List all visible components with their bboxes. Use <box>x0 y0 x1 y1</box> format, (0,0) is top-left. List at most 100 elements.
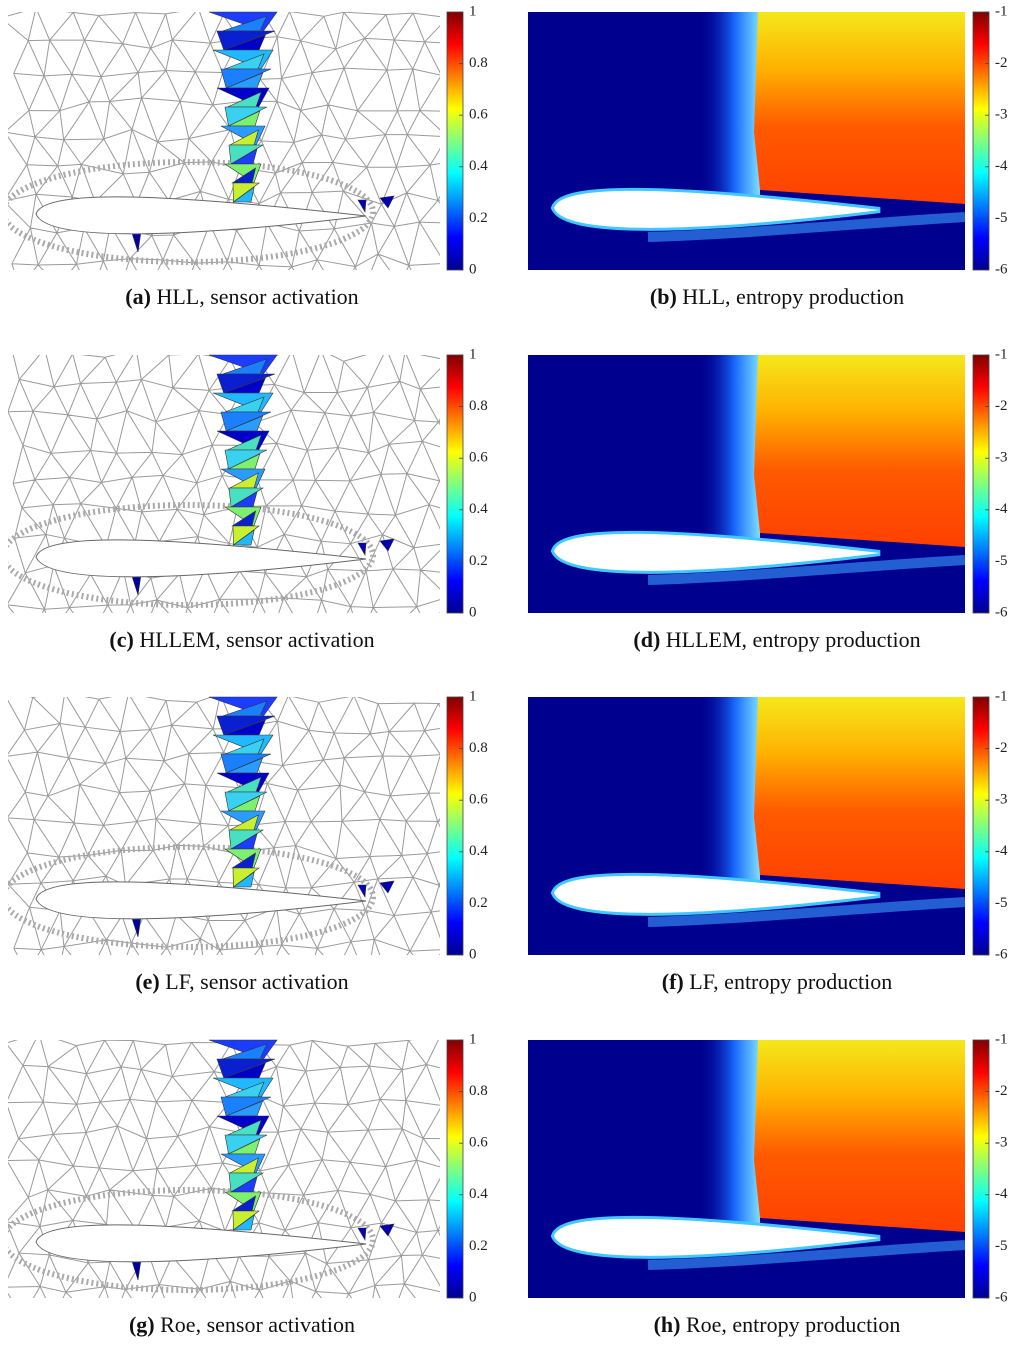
colorbar <box>973 697 989 955</box>
caption: (g) Roe, sensor activation <box>129 1312 355 1337</box>
colorbar-tick-label: 1 <box>469 3 477 19</box>
caption: (h) Roe, entropy production <box>654 1312 901 1337</box>
colorbar-tick-label: 0.2 <box>469 210 488 226</box>
colorbar-tick-label: -3 <box>995 450 1008 466</box>
hot-region <box>754 1040 965 1232</box>
colorbar-tick-label: 0.4 <box>469 501 488 517</box>
sensor-cell <box>380 539 394 551</box>
sensor-cell <box>358 1228 366 1240</box>
caption: (b) HLL, entropy production <box>650 284 904 309</box>
colorbar-tick-label: -2 <box>995 55 1008 71</box>
caption-text: Roe, entropy production <box>686 1312 900 1337</box>
caption-text: HLL, entropy production <box>682 284 904 309</box>
colorbar-tick-label: 0.6 <box>469 107 488 123</box>
colorbar-tick-label: 1 <box>469 1031 477 1047</box>
colorbar <box>447 1040 463 1298</box>
caption: (a) HLL, sensor activation <box>125 284 358 309</box>
shock-region <box>698 697 760 892</box>
caption: (e) LF, sensor activation <box>135 969 348 994</box>
colorbar-tick-label: 0.4 <box>469 843 488 859</box>
caption: (c) HLLEM, sensor activation <box>109 627 374 652</box>
colorbar-tick-label: -4 <box>995 158 1008 174</box>
colorbar-tick-label: -2 <box>995 398 1008 414</box>
airfoil <box>36 1225 366 1262</box>
caption-label: (d) <box>633 627 660 652</box>
colorbar-tick-label: 0.2 <box>469 895 488 911</box>
colorbar-tick-label: -2 <box>995 1083 1008 1099</box>
airfoil <box>36 197 366 234</box>
caption-label: (b) <box>650 284 677 309</box>
colorbar-tick-label: 0.8 <box>469 740 488 756</box>
caption-label: (f) <box>662 969 684 994</box>
caption-text: Roe, sensor activation <box>160 1312 355 1337</box>
colorbar-tick-label: -6 <box>995 1289 1008 1305</box>
colorbar-tick-label: -4 <box>995 1186 1008 1202</box>
panel: 00.20.40.60.81(c) HLLEM, sensor activati… <box>3 346 494 669</box>
panel: -6 -5 -4 -3 -2 -1 (h) Roe, entropy production <box>528 1031 1008 1337</box>
colorbar-tick-label: 0.6 <box>469 1135 488 1151</box>
colorbar-tick-label: -5 <box>995 1238 1008 1254</box>
colorbar <box>447 355 463 613</box>
sensor-cell <box>380 881 394 893</box>
colorbar-tick-label: -1 <box>995 1031 1008 1047</box>
sensor-cell <box>358 543 366 555</box>
colorbar-tick-label: 0 <box>469 946 477 962</box>
caption-label: (h) <box>654 1312 681 1337</box>
caption-label: (a) <box>125 284 151 309</box>
sensor-cell <box>358 200 366 212</box>
colorbar-tick-label: -3 <box>995 1135 1008 1151</box>
panel: 0 0.2 0.4 0.6 0.8 1 (g) Roe, sensor activation <box>3 1031 496 1347</box>
panel: -6-5-4-3-2-1(b) HLL, entropy production <box>528 3 1008 309</box>
colorbar-tick-label: 0.8 <box>469 398 488 414</box>
colorbar-tick-label: -1 <box>995 688 1008 704</box>
colorbar-tick-label: -2 <box>995 740 1008 756</box>
colorbar <box>973 12 989 270</box>
panel: -6-5-4-3-2-1(d) HLLEM, entropy productio… <box>528 346 1008 652</box>
hot-region <box>754 12 965 204</box>
colorbar-tick-label: 1 <box>469 688 477 704</box>
colorbar-tick-label: 0.2 <box>469 1238 488 1254</box>
colorbar-tick-label: -4 <box>995 501 1008 517</box>
caption-text: LF, sensor activation <box>165 969 348 994</box>
shock-region <box>698 1040 760 1235</box>
airfoil <box>36 540 366 577</box>
colorbar-tick-label: -6 <box>995 604 1008 620</box>
colorbar-tick-label: 0 <box>469 604 477 620</box>
caption-text: HLLEM, entropy production <box>666 627 921 652</box>
caption: (d) HLLEM, entropy production <box>633 627 920 652</box>
panel: 0 0.2 0.4 0.6 0.8 1 (a) HLL, sensor activation <box>1 3 490 327</box>
colorbar-tick-label: 0.4 <box>469 1186 488 1202</box>
colorbar-tick-label: -5 <box>995 895 1008 911</box>
colorbar-tick-label: 0.6 <box>469 450 488 466</box>
caption-text: HLLEM, sensor activation <box>139 627 374 652</box>
hot-region <box>754 355 965 547</box>
colorbar <box>973 1040 989 1298</box>
colorbar-tick-label: 0.8 <box>469 1083 488 1099</box>
colorbar-tick-label: 0 <box>469 1289 477 1305</box>
panel: -6-5-4-3-2-1(f) LF, entropy production <box>528 688 1008 994</box>
colorbar-tick-label: -3 <box>995 107 1008 123</box>
colorbar-tick-label: -1 <box>995 346 1008 362</box>
caption-text: LF, entropy production <box>689 969 892 994</box>
colorbar-tick-label: 0.4 <box>469 158 488 174</box>
caption-label: (e) <box>135 969 159 994</box>
sensor-cell <box>380 1224 394 1236</box>
colorbar <box>447 697 463 955</box>
shock-region <box>698 12 760 207</box>
colorbar-tick-label: 0.6 <box>469 792 488 808</box>
colorbar-tick-label: -6 <box>995 946 1008 962</box>
hot-region <box>754 697 965 889</box>
caption-text: HLL, sensor activation <box>156 284 358 309</box>
caption-label: (g) <box>129 1312 155 1337</box>
colorbar-tick-label: 0.8 <box>469 55 488 71</box>
colorbar-tick-label: -6 <box>995 261 1008 277</box>
caption-label: (c) <box>109 627 133 652</box>
panel: 0 0.2 0.4 0.6 0.8 1 (e) LF, sensor activation <box>3 688 489 1013</box>
colorbar-tick-label: 0.2 <box>469 553 488 569</box>
colorbar <box>973 355 989 613</box>
shock-region <box>698 355 760 550</box>
colorbar <box>447 12 463 270</box>
colorbar-tick-label: -4 <box>995 843 1008 859</box>
page: {"panels": [ {"label": "(a)", "caption":… <box>0 0 1027 1347</box>
colorbar-tick-label: 0 <box>469 261 477 277</box>
